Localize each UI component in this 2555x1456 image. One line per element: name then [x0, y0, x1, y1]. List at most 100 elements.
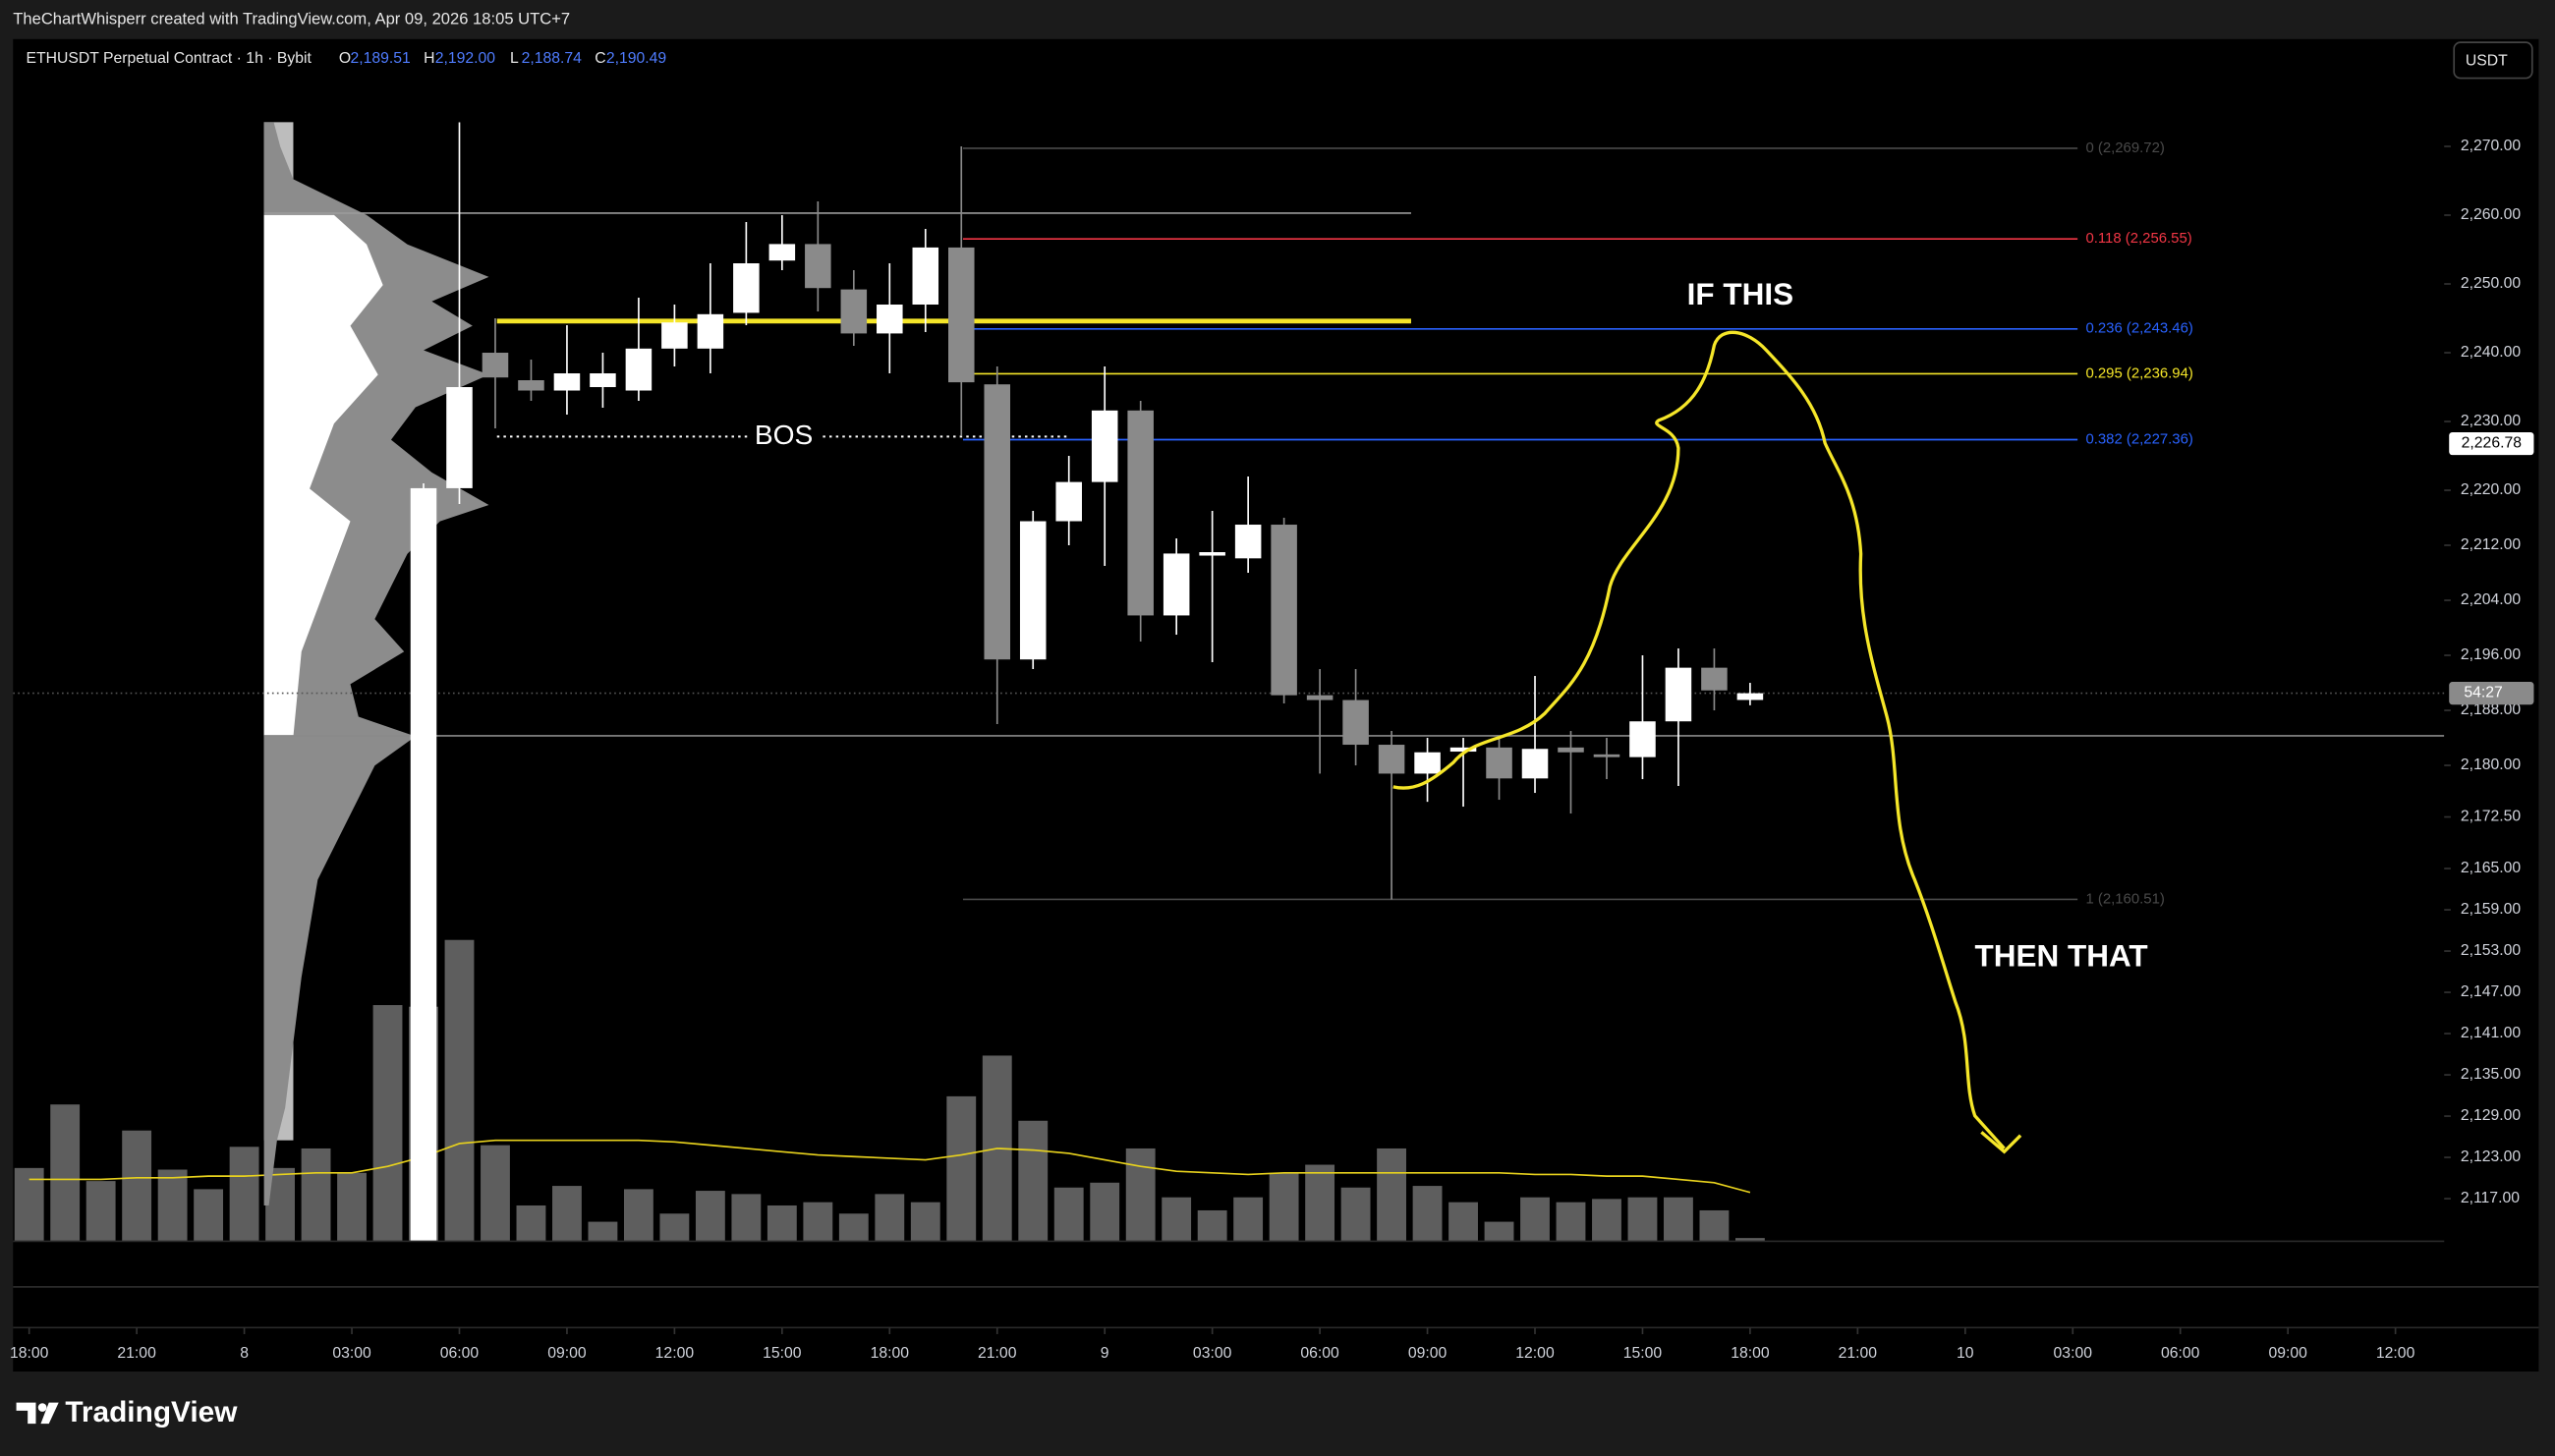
y-tick-label: 2,135.00 [2461, 1066, 2522, 1083]
volume-bar [337, 1172, 367, 1242]
volume-bar [1305, 1164, 1335, 1242]
bos-label: BOS [755, 419, 814, 450]
annotation: THEN THAT [1974, 937, 2147, 973]
ohlc-key: H [424, 50, 434, 67]
candle-body [1521, 749, 1549, 779]
candles [410, 122, 1764, 1242]
volume-bar [157, 1169, 188, 1242]
y-tick-label: 2,230.00 [2461, 413, 2522, 429]
candle-body [840, 289, 868, 334]
candle-body [625, 348, 653, 391]
volume-bar [803, 1202, 833, 1242]
fib-label: 0 (2,269.72) [2085, 140, 2164, 156]
x-tick-label: 06:00 [2161, 1345, 2200, 1362]
volume-bar [1699, 1209, 1730, 1242]
candle-body [697, 313, 724, 349]
x-tick-label: 09:00 [2268, 1345, 2307, 1362]
volume-bar [1090, 1182, 1120, 1242]
y-tick-label: 2,270.00 [2461, 138, 2522, 154]
volume-bar [1664, 1197, 1693, 1242]
ohlc-key: C [595, 50, 605, 67]
x-tick-label: 12:00 [655, 1345, 695, 1362]
volume-bar [946, 1095, 977, 1242]
logo-mark [16, 1402, 36, 1425]
countdown-label: 54:27 [2464, 685, 2502, 701]
candle-body [553, 373, 581, 391]
volume-bar [659, 1213, 690, 1242]
y-tick-label: 2,260.00 [2461, 206, 2522, 223]
currency-label[interactable]: USDT [2466, 52, 2508, 69]
candle-body [1163, 553, 1190, 616]
y-tick-label: 2,240.00 [2461, 344, 2522, 361]
volume-pane [14, 939, 1765, 1242]
y-tick-label: 2,117.00 [2461, 1190, 2520, 1206]
volume-bar [122, 1130, 152, 1242]
x-tick-label: 8 [240, 1345, 249, 1362]
y-tick-label: 2,165.00 [2461, 860, 2522, 876]
x-tick-label: 06:00 [1300, 1345, 1339, 1362]
volume-bar [301, 1148, 331, 1242]
candle-body [768, 244, 796, 261]
candle-body [805, 244, 831, 289]
volume-bar [1233, 1197, 1264, 1242]
volume-bar [1197, 1209, 1227, 1242]
ohlc-legend: O 2,189.51 H 2,192.00 L 2,188.74 C 2,190.49 [339, 50, 666, 67]
volume-bar [194, 1189, 224, 1242]
candle-body [1306, 695, 1334, 700]
candle-body [1378, 745, 1405, 774]
volume-bar [85, 1181, 116, 1242]
x-tick-label: 15:00 [1623, 1345, 1663, 1362]
brand: TradingView [65, 1396, 238, 1428]
ohlc-key: L [510, 50, 519, 67]
fib-label: 0.118 (2,256.55) [2085, 230, 2191, 247]
x-tick-label: 06:00 [440, 1345, 480, 1362]
candle-body [1449, 747, 1477, 753]
x-tick-label: 03:00 [2054, 1345, 2093, 1362]
volume-bar [1269, 1172, 1299, 1242]
volume-bar [516, 1204, 546, 1242]
volume-bar [623, 1189, 653, 1242]
x-tick-label: 12:00 [1515, 1345, 1555, 1362]
symbol-title: ETHUSDT Perpetual Contract · 1h · Bybit [27, 50, 312, 67]
crosshair-badge [2449, 431, 2534, 456]
x-tick-label: 10 [1957, 1345, 1974, 1362]
candle-body [984, 384, 1011, 660]
volume-bar [766, 1204, 797, 1242]
volume-bar [1448, 1202, 1478, 1242]
y-tick-label: 2,212.00 [2461, 536, 2522, 553]
ohlc-value: 2,190.49 [606, 50, 667, 67]
y-tick-label: 2,196.00 [2461, 646, 2522, 663]
volume-bar [1556, 1202, 1586, 1242]
volume-bar [731, 1194, 762, 1242]
volume-bar [1053, 1187, 1084, 1242]
ohlc-value: 2,189.51 [351, 50, 411, 67]
x-tick-label: 21:00 [978, 1345, 1017, 1362]
y-tick-label: 2,153.00 [2461, 942, 2522, 959]
y-tick-label: 2,180.00 [2461, 756, 2522, 773]
volume-ma [28, 1139, 1751, 1194]
candle-body [482, 353, 509, 378]
volume-bar [444, 939, 475, 1242]
candle-body [1558, 747, 1584, 753]
y-tick-label: 2,172.50 [2461, 809, 2522, 825]
volume-bar [588, 1221, 618, 1242]
volume-bar [229, 1147, 259, 1242]
fib-label: 0.236 (2,243.46) [2085, 320, 2192, 337]
ohlc-key: O [339, 50, 351, 67]
volume-bar [875, 1194, 905, 1242]
currency-button[interactable] [2453, 41, 2533, 80]
candle-body [1342, 700, 1369, 746]
volume-bar [1412, 1186, 1443, 1242]
candle-body [590, 373, 616, 388]
y-tick-label: 2,141.00 [2461, 1025, 2522, 1041]
volume-profile [263, 122, 489, 1205]
volume-bar [838, 1213, 869, 1242]
volume-bar [1340, 1187, 1371, 1242]
candle-body [1271, 525, 1297, 696]
footer [0, 1372, 2555, 1456]
volume-bar [1125, 1148, 1156, 1242]
volume-bar [1627, 1197, 1658, 1242]
candle-body [1701, 667, 1728, 691]
x-tick-label: 09:00 [1408, 1345, 1448, 1362]
